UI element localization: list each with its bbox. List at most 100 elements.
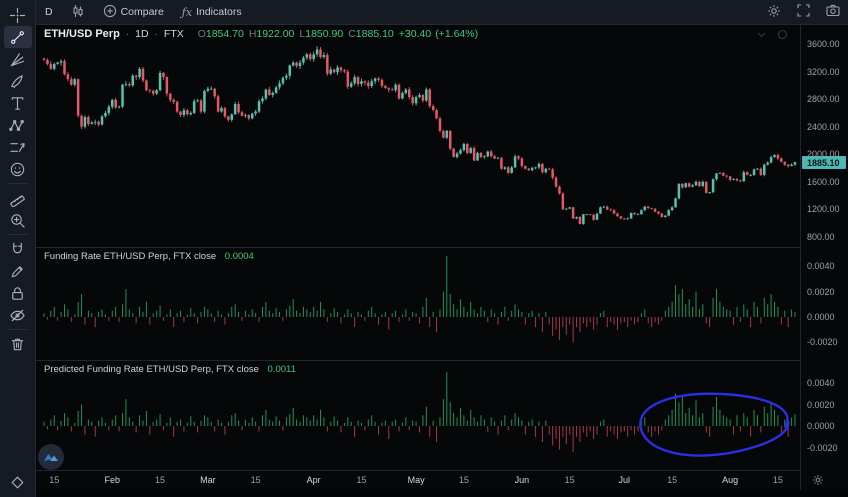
indicators-button[interactable]: ƒx Indicators	[173, 0, 251, 24]
object-tree-tool[interactable]	[4, 471, 32, 493]
compare-label: Compare	[120, 6, 164, 18]
brush-tool[interactable]	[4, 70, 32, 92]
text-icon	[9, 95, 26, 112]
lock-icon	[9, 285, 26, 302]
bottom-strip	[36, 490, 848, 497]
pane-collapse-icon[interactable]	[756, 27, 767, 45]
predicted-axis-label: 0.0040	[807, 378, 835, 388]
fib-fan-icon	[9, 51, 26, 68]
zoom-in-tool[interactable]	[4, 209, 32, 231]
forecast-tool[interactable]	[4, 136, 32, 158]
price-axis-label: 3600.00	[807, 39, 840, 49]
price-axis-label: 1200.00	[807, 204, 840, 215]
price-axis-label: 2800.00	[807, 94, 840, 105]
left-toolbar	[0, 0, 36, 497]
separator: ·	[154, 28, 159, 40]
symbol-name: ETH/USD Perp	[44, 28, 120, 40]
time-tick-15: 15	[772, 475, 783, 485]
toolbar-divider	[6, 329, 29, 330]
pane-controls[interactable]	[756, 27, 788, 45]
toolbar-divider	[6, 183, 29, 184]
magnet-tool[interactable]	[4, 238, 32, 260]
crosshair-icon	[9, 7, 26, 24]
fullscreen-button[interactable]	[789, 4, 818, 20]
time-tick-jun: Jun	[514, 475, 530, 485]
pane-divider[interactable]	[36, 360, 848, 361]
time-tick-15: 15	[458, 475, 469, 485]
text-tool[interactable]	[4, 92, 32, 114]
settings-button[interactable]	[759, 4, 789, 21]
symbol-legend[interactable]: ETH/USD Perp · 1D · FTX O1854.70 H1922.00…	[44, 28, 478, 40]
time-tick-15: 15	[564, 475, 575, 485]
time-tick-15: 15	[667, 475, 678, 485]
timeframe-button[interactable]: D	[36, 0, 62, 24]
trend-line-icon	[9, 29, 26, 46]
watermark-logo	[38, 444, 64, 470]
funding-axis-label: 0.0000	[807, 312, 835, 322]
time-tick-15: 15	[49, 475, 60, 485]
fib-fan-tool[interactable]	[4, 48, 32, 70]
price-axis-label: 3200.00	[807, 66, 840, 77]
price-axis-label: 2400.00	[807, 121, 840, 132]
price-axis-label: 800.00	[807, 232, 835, 242]
fx-icon: ƒx	[181, 5, 193, 19]
axis-divider	[800, 25, 801, 490]
time-axis[interactable]: 15 Feb 15 Mar 15 Apr 15 May 15 Jun 15 Jul 15 Aug 15	[36, 470, 800, 490]
magnet-icon	[9, 241, 26, 258]
trash-tool[interactable]	[4, 333, 32, 355]
ruler-tool[interactable]	[4, 187, 32, 209]
pane-maximize-icon[interactable]	[777, 27, 788, 45]
forecast-icon	[9, 139, 26, 156]
ohlc-values: O1854.70 H1922.00 L1850.90 C1885.10 +30.40 (+…	[197, 28, 479, 40]
time-tick-mar: Mar	[200, 475, 216, 485]
time-tick-15: 15	[356, 475, 367, 485]
crosshair-tool[interactable]	[4, 4, 32, 26]
funding-pane-header[interactable]: Funding Rate ETH/USD Perp, FTX close 0.0…	[44, 251, 254, 262]
emoji-tool[interactable]	[4, 158, 32, 180]
change-percent: (+1.64%)	[435, 28, 479, 40]
funding-axis-label: 0.0040	[807, 261, 835, 272]
time-tick-jul: Jul	[618, 475, 631, 485]
predicted-pane-value: 0.0011	[267, 364, 296, 375]
funding-pane-value: 0.0004	[224, 251, 254, 262]
object-tree-icon	[9, 474, 26, 491]
time-axis-settings-button[interactable]	[812, 473, 824, 491]
predicted-pane-title: Predicted Funding Rate ETH/USD Perp, FTX…	[44, 364, 259, 375]
predicted-axis-label: 0.0000	[807, 421, 835, 431]
indicators-label: Indicators	[196, 6, 242, 18]
price-axis-label: 2000.00	[807, 149, 840, 160]
compare-icon	[103, 4, 117, 21]
price-axis[interactable]: 1885.10 3600.00 3200.00 2800.00 2400.00 2000…	[801, 25, 848, 490]
toolbar-divider	[6, 234, 29, 235]
drawing-mode-tool[interactable]	[4, 260, 32, 282]
predicted-pane-header[interactable]: Predicted Funding Rate ETH/USD Perp, FTX…	[44, 364, 296, 375]
time-tick-may: May	[407, 475, 425, 485]
trend-line-tool[interactable]	[3, 26, 32, 48]
candles-icon	[71, 4, 85, 21]
xabcd-pattern-icon	[9, 117, 26, 134]
time-tick-aug: Aug	[722, 475, 739, 485]
change-value: +30.40	[398, 28, 432, 40]
xabcd-pattern-tool[interactable]	[4, 114, 32, 136]
predicted-axis-label: -0.0020	[807, 442, 838, 453]
fullscreen-icon	[797, 4, 810, 20]
time-tick-15: 15	[250, 475, 261, 485]
chart-style-button[interactable]	[62, 0, 94, 24]
screenshot-button[interactable]	[818, 4, 848, 20]
pane-divider[interactable]	[36, 247, 848, 248]
current-price-tag: 1885.10	[802, 156, 846, 170]
trash-icon	[9, 336, 26, 353]
eye-hide-tool[interactable]	[4, 304, 32, 326]
top-toolbar: D Compare ƒx Indicators	[36, 0, 848, 25]
time-tick-feb: Feb	[104, 475, 121, 485]
brush-icon	[9, 73, 26, 90]
predicted-axis-label: 0.0020	[807, 399, 835, 410]
separator: ·	[125, 28, 130, 40]
eye-hide-icon	[9, 307, 26, 324]
emoji-icon	[9, 161, 26, 178]
timeframe-label: D	[45, 6, 53, 18]
lock-tool[interactable]	[4, 282, 32, 304]
chart-canvas[interactable]	[36, 25, 800, 490]
compare-button[interactable]: Compare	[94, 0, 173, 24]
